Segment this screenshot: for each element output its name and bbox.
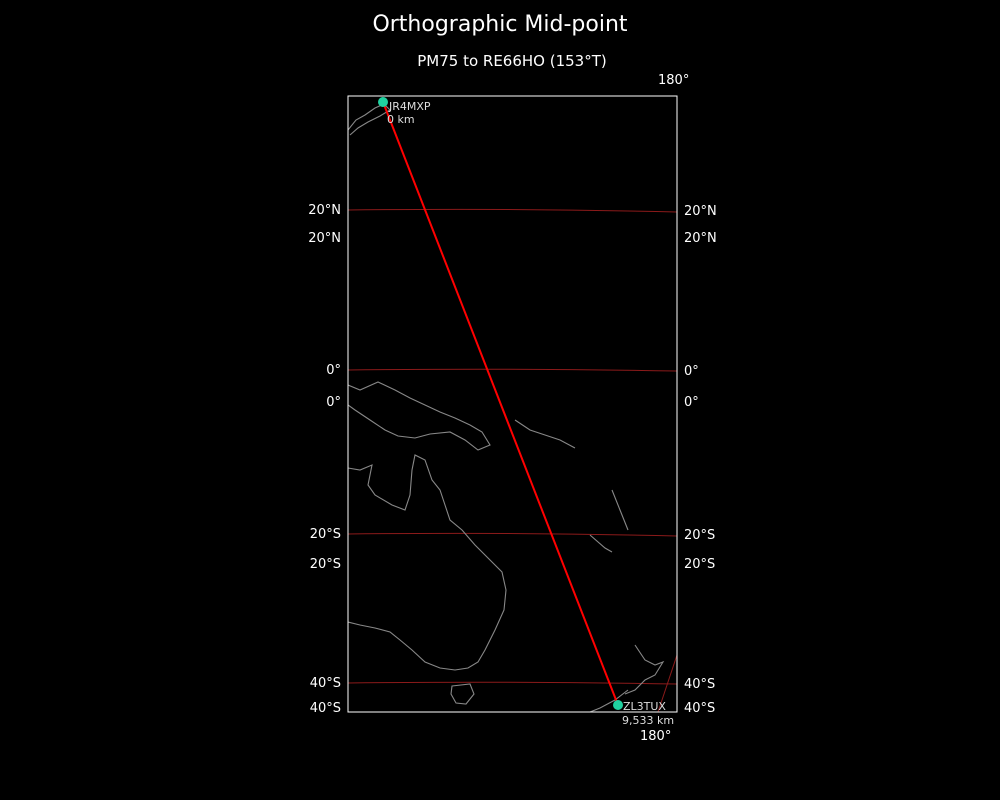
right-lat-label: 0°	[684, 364, 699, 379]
start-distance: 0 km	[387, 113, 415, 126]
end-distance: 9,533 km	[622, 714, 675, 727]
left-lat-label: 40°S	[309, 676, 341, 691]
right-lat-label: 40°S	[684, 701, 716, 716]
parallel-20n	[348, 208, 677, 213]
bottom-meridian-label: 180°	[640, 729, 672, 744]
left-lat-label: 20°S	[309, 557, 341, 572]
graticule	[348, 208, 677, 712]
right-lat-label: 20°N	[684, 204, 717, 219]
left-lat-label: 0°	[326, 395, 341, 410]
left-lat-label: 20°N	[308, 231, 341, 246]
left-lat-label: 40°S	[309, 701, 341, 716]
coast-new-zealand-south	[589, 689, 629, 712]
parallel-0	[348, 368, 677, 372]
great-circle-path	[382, 101, 619, 706]
coast-new-guinea	[348, 381, 491, 451]
coast-vanuatu-caledonia	[589, 489, 629, 553]
right-lat-label: 20°N	[684, 231, 717, 246]
parallel-20s	[348, 532, 677, 537]
start-marker-icon	[378, 97, 388, 107]
coast-new-zealand-north	[624, 644, 665, 695]
left-lat-label: 20°N	[308, 203, 341, 218]
right-lat-label: 0°	[684, 395, 699, 410]
map-frame	[347, 95, 678, 713]
top-meridian-label: 180°	[658, 73, 690, 88]
chart-subtitle: PM75 to RE66HO (153°T)	[417, 52, 607, 70]
right-lat-label: 20°S	[684, 528, 716, 543]
parallel-40s	[348, 681, 677, 685]
chart-title: Orthographic Mid-point	[372, 12, 628, 37]
coast-solomons	[514, 419, 576, 449]
meridian-180	[657, 654, 677, 712]
start-label: JR4MXP	[389, 100, 431, 113]
right-lat-label: 20°S	[684, 557, 716, 572]
end-label: ZL3TUX	[623, 700, 666, 713]
coast-japan	[348, 103, 391, 136]
coast-tasmania	[450, 683, 475, 705]
left-lat-label: 0°	[326, 363, 341, 378]
coast-australia	[348, 454, 507, 671]
right-lat-label: 40°S	[684, 677, 716, 692]
coastlines	[348, 103, 665, 712]
end-marker-icon	[613, 700, 623, 710]
left-lat-label: 20°S	[309, 527, 341, 542]
